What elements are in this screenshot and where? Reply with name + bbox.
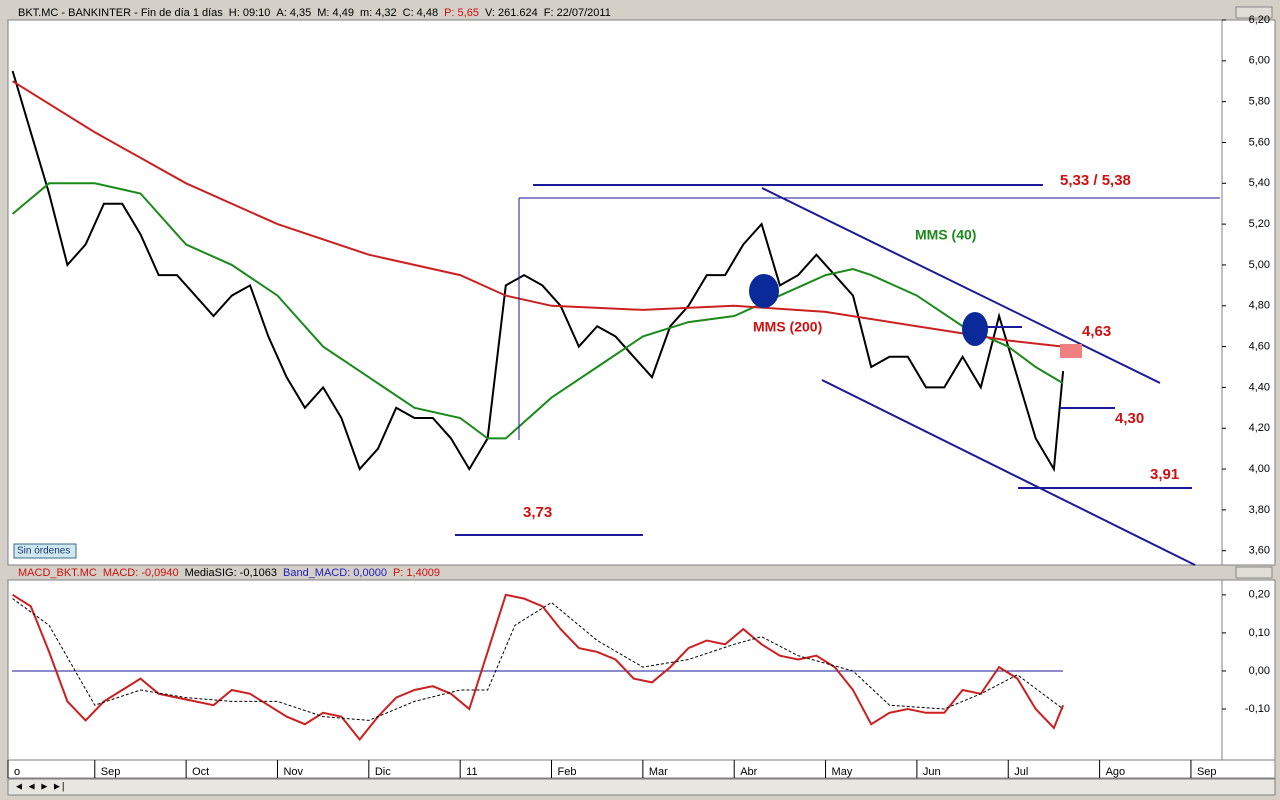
orders-button[interactable] — [13, 543, 77, 559]
x-tick-label: 11 — [466, 766, 477, 778]
y-tick-label: 3,60 — [1249, 545, 1270, 557]
series-line — [12, 598, 1064, 721]
x-tick-label: May — [832, 766, 853, 778]
y-tick-label: 5,80 — [1249, 96, 1270, 108]
annotation: 4,30 — [1115, 410, 1144, 427]
annotation: 4,63 — [1082, 323, 1111, 340]
macd-header: MACD_BKT.MC MACD: -0,0940 MediaSIG: -0,106… — [18, 567, 440, 579]
y-tick-label: 4,20 — [1249, 422, 1270, 434]
series-line — [12, 593, 1065, 742]
channel-line — [761, 187, 1161, 384]
y-tick-label: -0,10 — [1245, 703, 1270, 715]
x-tick-label: Feb — [558, 766, 577, 778]
scrollbar[interactable] — [7, 778, 1276, 796]
annotation: MMS (200) — [753, 319, 822, 335]
macd-axis — [1221, 579, 1276, 761]
m-low: m: 4,32 — [360, 7, 397, 19]
p-value: P: 1,4009 — [393, 567, 440, 579]
marker — [962, 312, 988, 346]
y-tick-label: 6,00 — [1249, 55, 1270, 67]
band-value: Band_MACD: 0,0000 — [283, 567, 387, 579]
y-tick-label: 4,40 — [1249, 381, 1270, 393]
h: H: 09:10 — [229, 7, 271, 19]
a: A: 4,35 — [276, 7, 311, 19]
sig-value: MediaSIG: -0,1063 — [185, 567, 277, 579]
y-tick-label: 6,20 — [1249, 14, 1270, 26]
x-tick-label: o — [14, 766, 20, 778]
x-tick-label: Sep — [1197, 766, 1217, 778]
marker — [749, 274, 779, 308]
macd-panel — [7, 579, 1223, 761]
annotation: MMS (40) — [915, 227, 976, 243]
p: P: 5,65 — [444, 7, 479, 19]
y-tick-label: 3,80 — [1249, 504, 1270, 516]
f: F: 22/07/2011 — [544, 7, 611, 19]
scroll-buttons[interactable]: ◄ ◄ ► ►| — [14, 782, 65, 793]
y-tick-label: 0,20 — [1249, 589, 1270, 601]
x-tick-label: Dic — [375, 766, 391, 778]
marker — [1060, 344, 1082, 358]
y-tick-label: 4,60 — [1249, 340, 1270, 352]
y-tick-label: 0,00 — [1249, 665, 1270, 677]
channel-line — [821, 379, 1196, 566]
x-tick-label: Ago — [1106, 766, 1126, 778]
y-tick-label: 5,00 — [1249, 259, 1270, 271]
y-tick-label: 5,60 — [1249, 136, 1270, 148]
macd-value: MACD: -0,0940 — [103, 567, 179, 579]
y-tick-label: 5,20 — [1249, 218, 1270, 230]
v: V: 261.624 — [485, 7, 538, 19]
series-line — [11, 182, 1064, 440]
m: M: 4,49 — [317, 7, 354, 19]
header: BKT.MC - BANKINTER - Fin de día 1 días H:… — [18, 7, 611, 19]
y-tick-label: 4,00 — [1249, 463, 1270, 475]
x-tick-label: Abr — [740, 766, 757, 778]
window-buttons[interactable] — [1235, 566, 1273, 579]
x-tick-label: Mar — [649, 766, 668, 778]
y-tick-label: 4,80 — [1249, 300, 1270, 312]
x-tick-label: Sep — [101, 766, 121, 778]
price-plot — [11, 70, 1065, 473]
c: C: 4,48 — [403, 7, 438, 19]
series-line — [11, 70, 1065, 473]
x-tick-label: Nov — [283, 766, 303, 778]
price-axis — [1221, 19, 1276, 566]
annotation: 5,33 / 5,38 — [1060, 172, 1131, 189]
x-tick-label: Jul — [1014, 766, 1028, 778]
x-tick-label: Oct — [192, 766, 209, 778]
x-tick-label: Jun — [923, 766, 941, 778]
y-tick-label: 0,10 — [1249, 627, 1270, 639]
macd-name: MACD_BKT.MC — [18, 567, 97, 579]
macd-plot — [12, 593, 1065, 742]
annotations — [455, 184, 1220, 566]
y-tick-label: 5,40 — [1249, 177, 1270, 189]
series-line — [12, 80, 1064, 348]
annotation: 3,73 — [523, 504, 552, 521]
symbol: BKT.MC - BANKINTER - Fin de día 1 días — [18, 7, 223, 19]
orders-button-label[interactable]: Sin órdenes — [17, 546, 70, 557]
window-buttons[interactable] — [1235, 6, 1273, 19]
annotation: 3,91 — [1150, 466, 1179, 483]
price-panel — [7, 19, 1223, 566]
